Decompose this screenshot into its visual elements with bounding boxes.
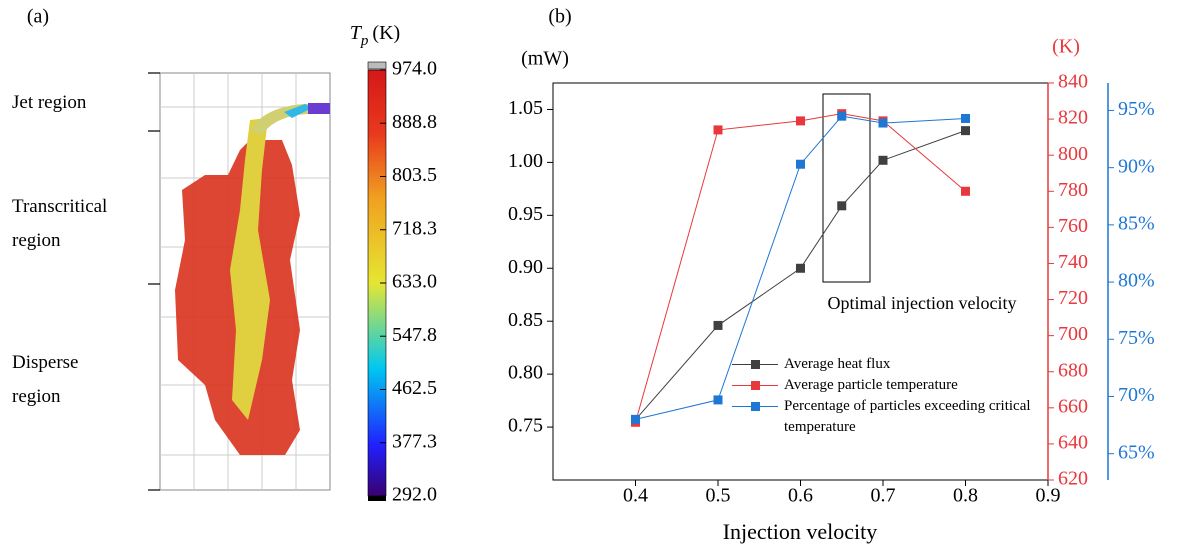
- legend-marker: [751, 381, 760, 390]
- simulation-image: [148, 72, 331, 491]
- y-tick-label: 0.80: [508, 362, 543, 384]
- series-marker: [961, 113, 970, 123]
- y3-tick-label: 80%: [1118, 270, 1155, 292]
- x-tick-label: 0.6: [788, 485, 813, 507]
- y2-axis-unit: (K): [1052, 36, 1080, 58]
- series-marker: [713, 125, 723, 135]
- y3-tick-label: 85%: [1118, 212, 1155, 234]
- x-tick-label: 0.7: [871, 485, 896, 507]
- legend-label: Percentage of particles exceeding critic…: [784, 398, 1031, 435]
- image-scale: [148, 72, 160, 491]
- series-marker: [961, 126, 970, 136]
- legend: Average heat flux Average particle temper…: [732, 354, 1042, 438]
- y-tick-label: 1.00: [508, 150, 543, 172]
- annotation: Optimal injection velocity: [828, 293, 1017, 313]
- x-tick-label: 0.4: [623, 485, 648, 507]
- y3-tick-label: 90%: [1118, 155, 1155, 177]
- legend-label: Average heat flux: [784, 356, 891, 372]
- series-line: [635, 113, 966, 423]
- colorbar-tick-label: 292.0: [392, 484, 437, 506]
- series-marker: [878, 118, 888, 128]
- colorbar-tick-label: 377.3: [392, 430, 437, 452]
- y-tick-label: 0.75: [508, 415, 543, 437]
- series-marker: [961, 186, 970, 196]
- series-marker: [878, 155, 888, 165]
- y2-tick-label: 800: [1058, 143, 1088, 165]
- region-label: Transcritical region: [12, 196, 108, 251]
- y2-tick-label: 680: [1058, 359, 1088, 381]
- legend-item: Average particle temperature: [732, 375, 1042, 396]
- colorbar-tick-label: 888.8: [392, 111, 437, 133]
- series-line: [635, 115, 966, 420]
- legend-marker: [751, 402, 760, 411]
- y2-tick-label: 820: [1058, 107, 1088, 129]
- y2-tick-label: 640: [1058, 432, 1088, 454]
- panel-label: (b): [548, 6, 571, 28]
- series-line: [635, 130, 966, 420]
- series-marker: [713, 320, 723, 330]
- jet-inlet: [308, 103, 330, 114]
- colorbar-tick-label: 974.0: [392, 58, 437, 80]
- y2-tick-label: 740: [1058, 251, 1088, 273]
- y3-tick-label: 70%: [1118, 384, 1155, 406]
- legend-marker: [751, 360, 760, 369]
- colorbar-tick-label: 803.5: [392, 164, 437, 186]
- y-tick-label: 1.05: [508, 97, 543, 119]
- series-marker: [837, 111, 847, 121]
- colorbar-tick-label: 547.8: [392, 324, 437, 346]
- region-label: Disperse region: [12, 352, 79, 407]
- y2-tick-label: 660: [1058, 395, 1088, 417]
- series-marker: [837, 201, 847, 211]
- legend-label: Average particle temperature: [784, 377, 958, 393]
- y2-tick-label: 700: [1058, 323, 1088, 345]
- legend-item: Percentage of particles exceeding critic…: [732, 396, 1042, 438]
- y-tick-label: 0.95: [508, 203, 543, 225]
- panel-label: (a): [27, 6, 49, 28]
- y2-tick-label: 840: [1058, 71, 1088, 93]
- y-axis-unit: (mW): [521, 48, 569, 70]
- y2-tick-label: 720: [1058, 287, 1088, 309]
- x-axis-title: Injection velocity: [723, 519, 878, 544]
- particle-core: [230, 118, 270, 420]
- y-tick-label: 0.85: [508, 309, 543, 331]
- jet-cold: [284, 104, 312, 118]
- colorbar-unit: (K): [372, 22, 400, 44]
- x-tick-label: 0.8: [953, 485, 978, 507]
- colorbar-tick-label: 718.3: [392, 217, 437, 239]
- y2-tick-label: 760: [1058, 215, 1088, 237]
- colorbar-subscript: p: [360, 33, 369, 49]
- region-label: Jet region: [12, 92, 87, 113]
- y2-tick-label: 620: [1058, 468, 1088, 490]
- colorbar-cap: [367, 61, 387, 70]
- colorbar-tick-label: 462.5: [392, 377, 437, 399]
- highlight-box: [822, 93, 871, 283]
- x-tick-label: 0.5: [706, 485, 731, 507]
- series-marker: [796, 159, 805, 169]
- colorbar-title: Tp (K): [350, 22, 400, 50]
- colorbar-tick-label: 633.0: [392, 271, 437, 293]
- colorbar-symbol: T: [350, 22, 363, 44]
- series-marker: [631, 414, 640, 424]
- legend-item: Average heat flux: [732, 354, 1042, 375]
- series-marker: [796, 263, 805, 273]
- y3-tick-label: 95%: [1118, 98, 1155, 120]
- series-marker: [796, 116, 805, 126]
- y-tick-label: 0.90: [508, 256, 543, 278]
- y3-tick-label: 65%: [1118, 441, 1155, 463]
- colorbar-cap: [368, 496, 386, 501]
- x-tick-label: 0.9: [1036, 485, 1061, 507]
- y3-tick-label: 75%: [1118, 327, 1155, 349]
- series-marker: [713, 395, 723, 405]
- y2-tick-label: 780: [1058, 179, 1088, 201]
